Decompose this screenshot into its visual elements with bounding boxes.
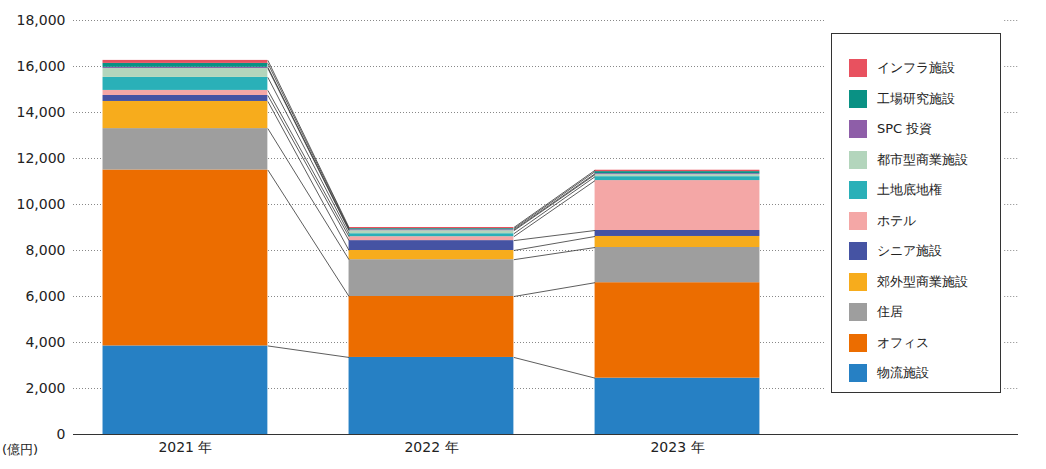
html-text:ホテル: ホテル xyxy=(877,212,916,228)
html-text:シニア施設: シニア施設 xyxy=(877,243,942,259)
svg-text:10,000: 10,000 xyxy=(17,196,66,212)
html-text:郊外型商業施設: 郊外型商業施設 xyxy=(877,273,968,289)
html-text:住居: 住居 xyxy=(877,304,903,320)
html-text:(億円): (億円) xyxy=(2,442,39,457)
svg-text:4,000: 4,000 xyxy=(25,334,65,350)
html-text:SPC 投資: SPC 投資 xyxy=(877,121,933,137)
svg-text:14,000: 14,000 xyxy=(17,104,66,120)
svg-text:18,000: 18,000 xyxy=(17,12,66,28)
svg-text:8,000: 8,000 xyxy=(25,242,65,258)
svg-text:16,000: 16,000 xyxy=(17,58,66,74)
html-text:工場研究施設: 工場研究施設 xyxy=(877,90,955,106)
svg-text:6,000: 6,000 xyxy=(25,288,65,304)
svg-text:2023 年: 2023 年 xyxy=(650,439,704,455)
svg-text:12,000: 12,000 xyxy=(17,150,66,166)
html-text:オフィス: オフィス xyxy=(877,334,929,350)
svg-text:2022 年: 2022 年 xyxy=(404,439,458,455)
html-text:土地底地権: 土地底地権 xyxy=(877,182,942,198)
html-text:インフラ施設: インフラ施設 xyxy=(877,60,955,76)
svg-text:2,000: 2,000 xyxy=(25,380,65,396)
html-text:物流施設: 物流施設 xyxy=(877,365,929,381)
svg-text:2021 年: 2021 年 xyxy=(158,439,212,455)
svg-text:0: 0 xyxy=(57,426,66,442)
html-text:都市型商業施設: 都市型商業施設 xyxy=(877,151,968,167)
